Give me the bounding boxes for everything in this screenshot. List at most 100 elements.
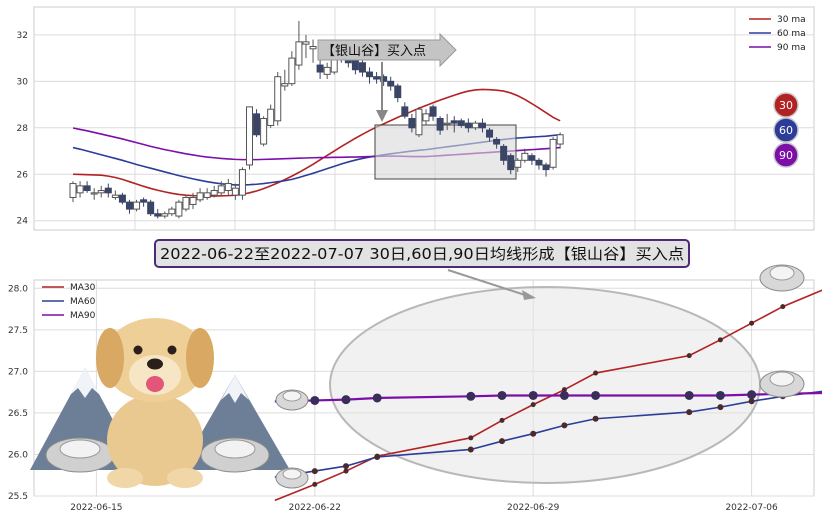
bottom-y-tick: 27.5 (8, 326, 28, 336)
candle (288, 51, 296, 86)
badge-60-circle (773, 117, 799, 143)
candle (118, 192, 126, 205)
bottom-point-MA60 (343, 463, 349, 470)
candle-body (253, 113, 261, 136)
candle-body (210, 190, 218, 196)
candle (521, 148, 529, 163)
bottom-legend: MA30 MA60 MA90 (42, 283, 96, 321)
candle (168, 206, 176, 217)
candle-body (288, 57, 296, 85)
candle-body (168, 208, 176, 215)
candle-body (238, 169, 246, 196)
bottom-point-MA30 (530, 402, 536, 408)
bottom-point-MA30 (717, 337, 723, 343)
candle-body (260, 118, 268, 145)
candle (443, 113, 451, 131)
candle (323, 62, 331, 80)
candle-body (436, 118, 444, 131)
bottom-point-MA90 (559, 390, 569, 400)
top-legend-label: 30 ma (777, 15, 806, 25)
candle (217, 181, 225, 196)
bottom-legend-label: MA30 (70, 283, 96, 293)
candle-body (147, 201, 155, 215)
candle (196, 188, 204, 203)
candle-body (464, 122, 472, 129)
bottom-x-tick: 2022-06-29 (507, 503, 560, 513)
candle (224, 178, 232, 196)
bottom-point-MA60 (686, 409, 693, 416)
bottom-point-MA90 (310, 395, 320, 405)
candle-body (323, 66, 331, 75)
candle (486, 127, 494, 142)
candlestick-panel: 24 26 28 30 32 【银山谷】买入点 30 ma 60 ma 90 ma 30 6… (17, 6, 815, 231)
candle-body (380, 76, 388, 82)
candle (528, 153, 536, 165)
candle (231, 183, 239, 200)
candle (274, 72, 282, 126)
candle-body (429, 106, 437, 117)
candle (302, 34, 310, 59)
candles (69, 20, 564, 219)
bottom-point-MA90 (715, 390, 725, 400)
bottom-point-MA60 (561, 422, 568, 429)
bottom-point-MA90 (684, 390, 694, 400)
candle-body (203, 192, 211, 198)
top-legend-label: 60 ma (777, 29, 806, 39)
ingot-icon (200, 437, 270, 473)
puppy-ear-right (186, 328, 214, 388)
candle-body (175, 201, 183, 217)
candle (366, 67, 374, 84)
candle-body (111, 194, 119, 198)
candle (267, 104, 275, 128)
bottom-y-tick: 27.0 (8, 367, 28, 377)
candle (76, 181, 84, 198)
candle (507, 153, 515, 175)
candle (182, 195, 190, 212)
candle (401, 102, 409, 119)
candle (260, 116, 268, 147)
bottom-y-tick: 25.5 (8, 492, 28, 502)
candle (535, 157, 543, 170)
bottom-point-MA30 (686, 353, 692, 359)
candle (83, 181, 91, 193)
candle-body (76, 185, 84, 194)
candle-body (281, 83, 289, 87)
candle-body (514, 159, 522, 168)
candle (464, 118, 472, 133)
top-y-tick: 24 (17, 217, 29, 227)
candle-body (408, 118, 416, 129)
candle (408, 113, 416, 133)
puppy-nose (147, 358, 163, 370)
bottom-point-MA90 (528, 390, 538, 400)
callout-arrow-head (376, 110, 388, 122)
bottom-point-MA30 (499, 417, 505, 423)
candle (90, 188, 98, 200)
badge-90-circle (773, 142, 799, 168)
bottom-point-MA30 (312, 481, 318, 487)
candle-body (351, 59, 359, 71)
candle (253, 109, 261, 138)
badge-90-label: 90 (779, 149, 793, 162)
candle-body (231, 187, 239, 196)
bottom-point-MA30 (343, 468, 349, 474)
bottom-line-MA60 (274, 390, 822, 478)
candle (125, 199, 133, 214)
candle (147, 199, 155, 217)
bottom-y-tick: 26.0 (8, 450, 28, 460)
candle-body (500, 145, 508, 161)
banner-text: 2022-06-22至2022-07-07 30日,60日,90日均线形成【银山… (160, 245, 684, 263)
candle (295, 20, 303, 70)
candle (104, 183, 112, 198)
bottom-x-tick: 2022-06-15 (70, 503, 122, 513)
candle-body (125, 201, 133, 210)
bottom-point-MA60 (530, 430, 537, 437)
candle-body (486, 129, 494, 138)
bottom-point-MA60 (717, 404, 724, 411)
candle (281, 69, 289, 91)
puppy-paw-right (167, 468, 203, 488)
candle (500, 144, 508, 165)
candle-body (401, 106, 409, 117)
candle-body (366, 71, 374, 78)
candle-body (196, 192, 204, 201)
candle-body (69, 183, 77, 198)
